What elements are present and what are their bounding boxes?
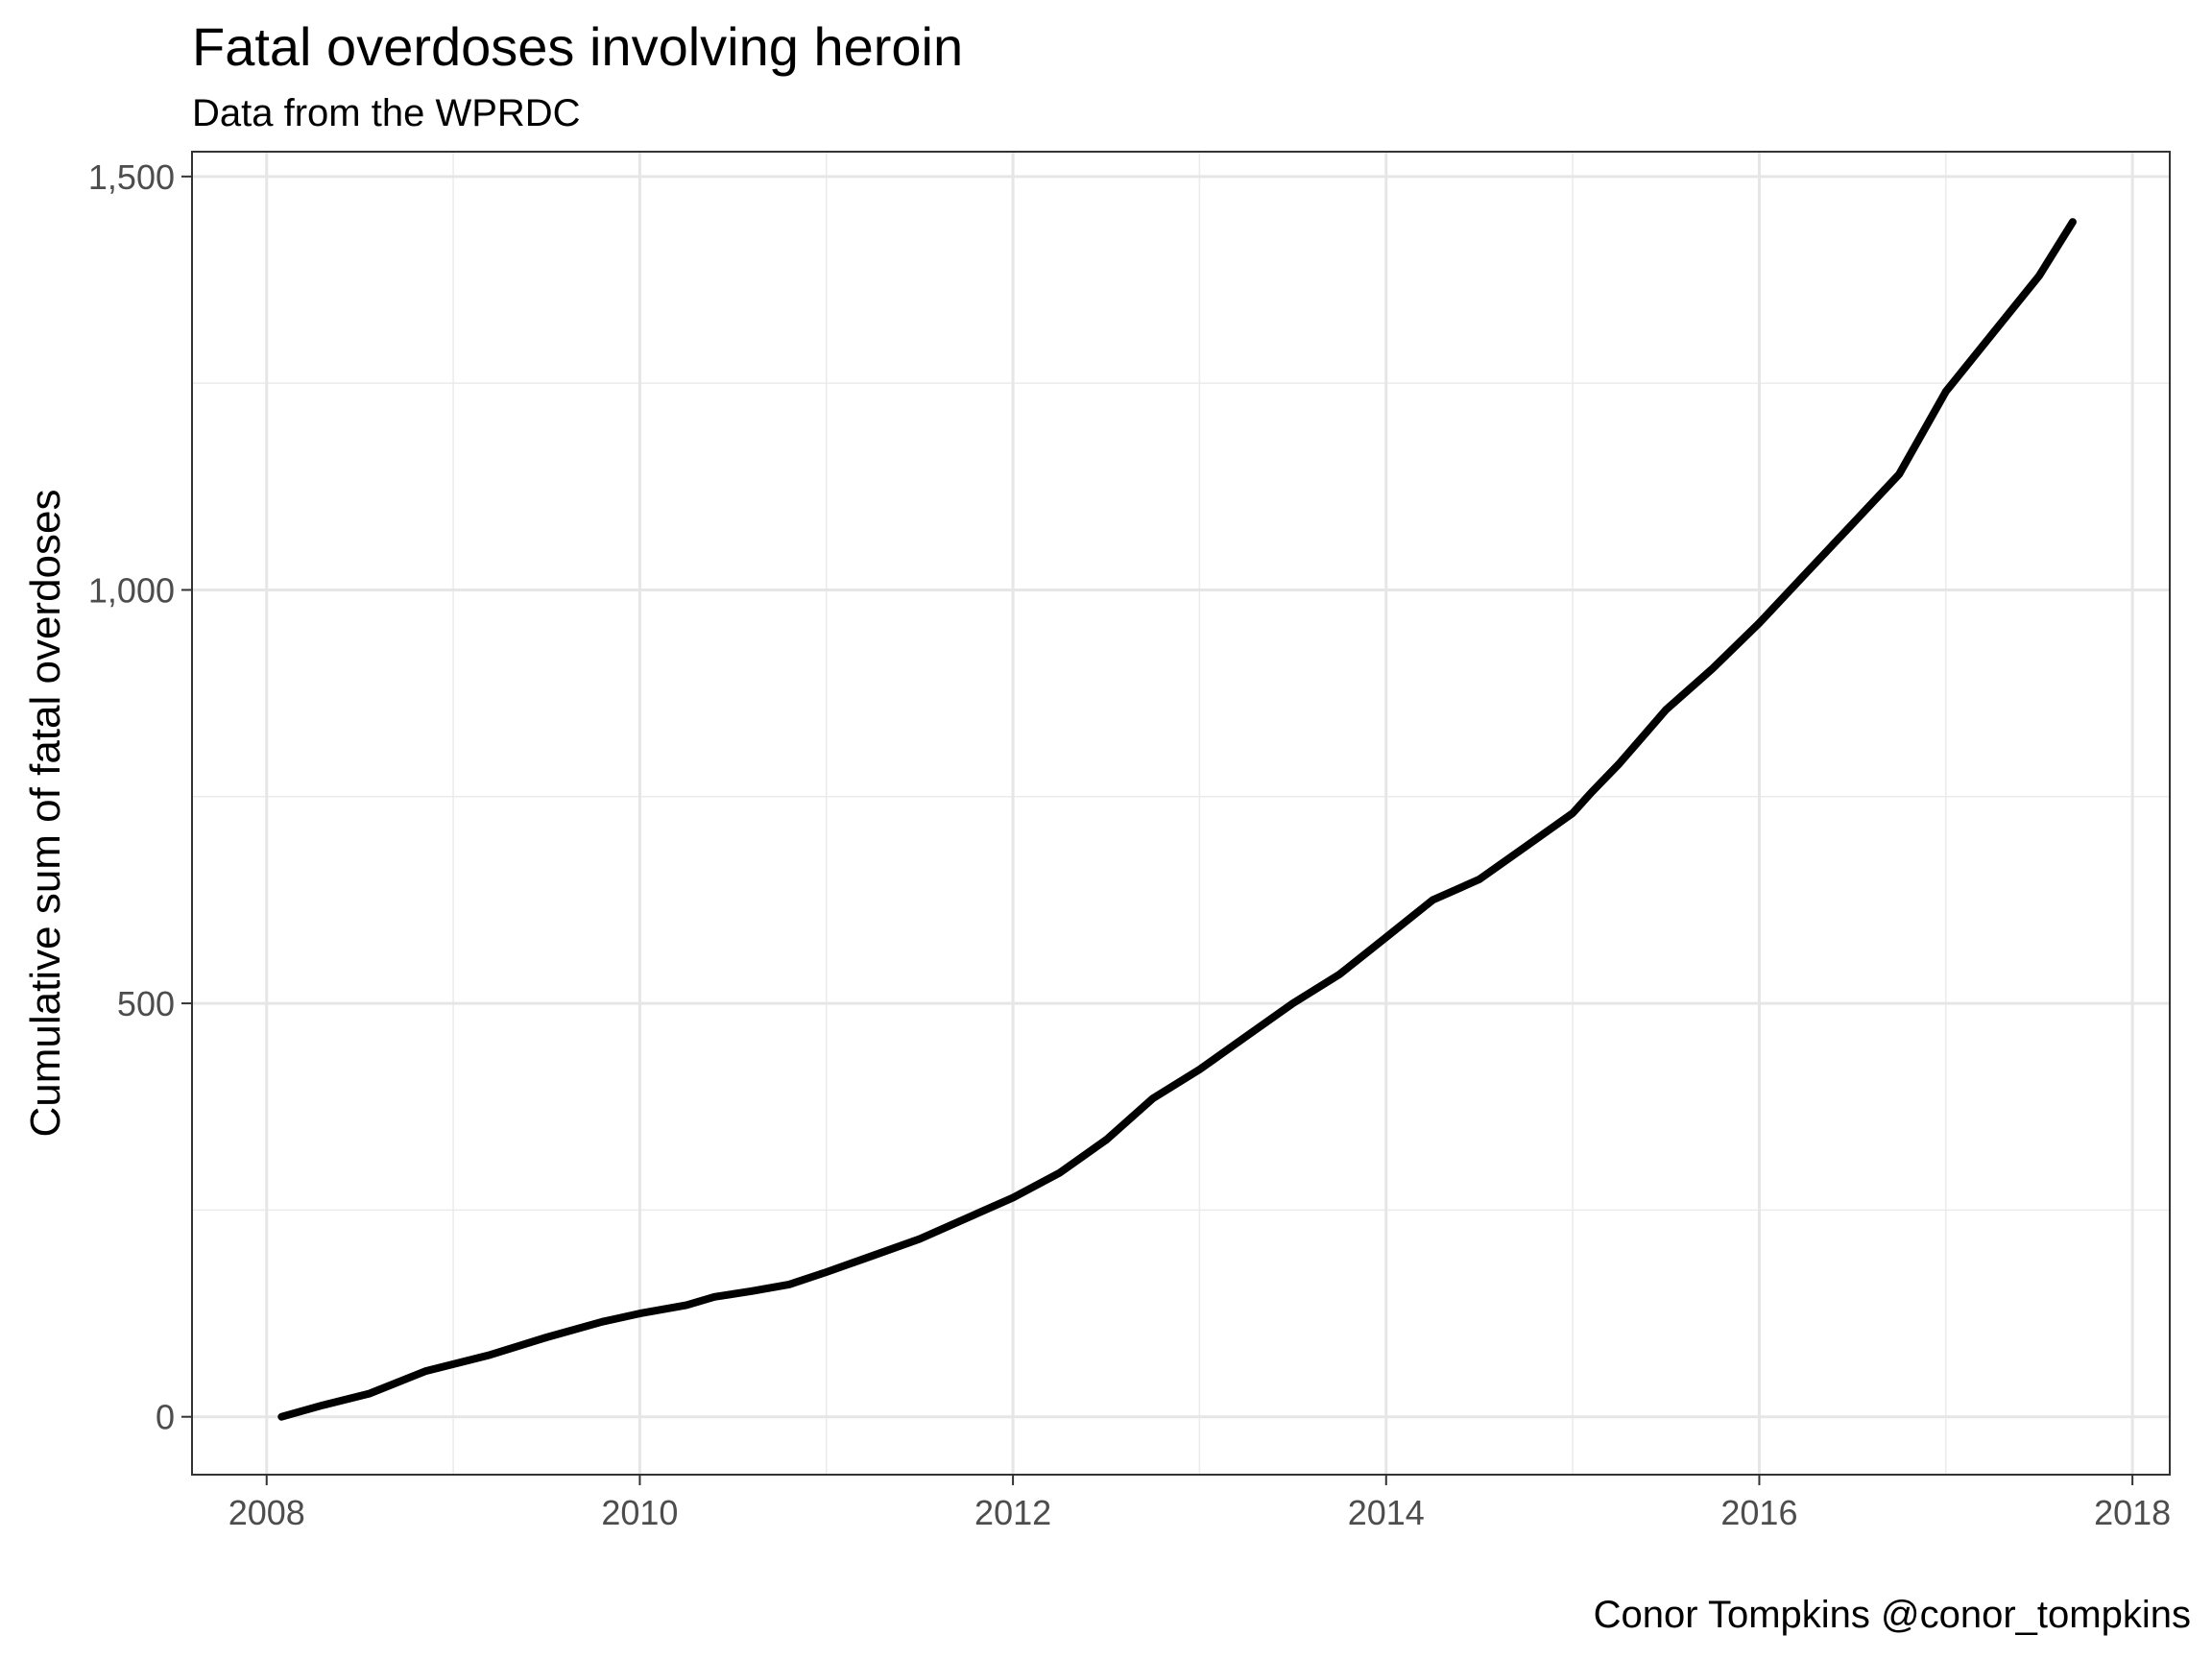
- major-gridlines: [192, 152, 2170, 1475]
- series-layer: [277, 218, 2077, 1421]
- y-tick-label: 1,500: [88, 157, 175, 197]
- x-tick-label: 2014: [1348, 1493, 1425, 1532]
- y-tick-label: 1,000: [88, 570, 175, 610]
- x-tick-label: 2018: [2094, 1493, 2171, 1532]
- x-tick-label: 2008: [228, 1493, 305, 1532]
- y-tick-label: 500: [117, 984, 175, 1023]
- y-tick-label: 0: [156, 1398, 175, 1437]
- axis-ticks: [181, 175, 2134, 1485]
- chart-caption: Conor Tompkins @conor_tompkins: [1593, 1594, 2191, 1636]
- series-line: [277, 218, 2077, 1421]
- chart-title: Fatal overdoses involving heroin: [192, 16, 964, 77]
- x-tick-label: 2012: [974, 1493, 1051, 1532]
- x-tick-label: 2016: [1720, 1493, 1797, 1532]
- minor-gridlines: [192, 152, 2170, 1475]
- x-tick-label: 2010: [601, 1493, 678, 1532]
- y-axis-title: Cumulative sum of fatal overdoses: [22, 490, 69, 1138]
- chart-subtitle: Data from the WPRDC: [192, 92, 581, 134]
- tick-labels: 2008 2010 2012 2014 2016 2018 0 500 1,000 1,500: [88, 157, 2171, 1532]
- panel-border: [191, 151, 2171, 1476]
